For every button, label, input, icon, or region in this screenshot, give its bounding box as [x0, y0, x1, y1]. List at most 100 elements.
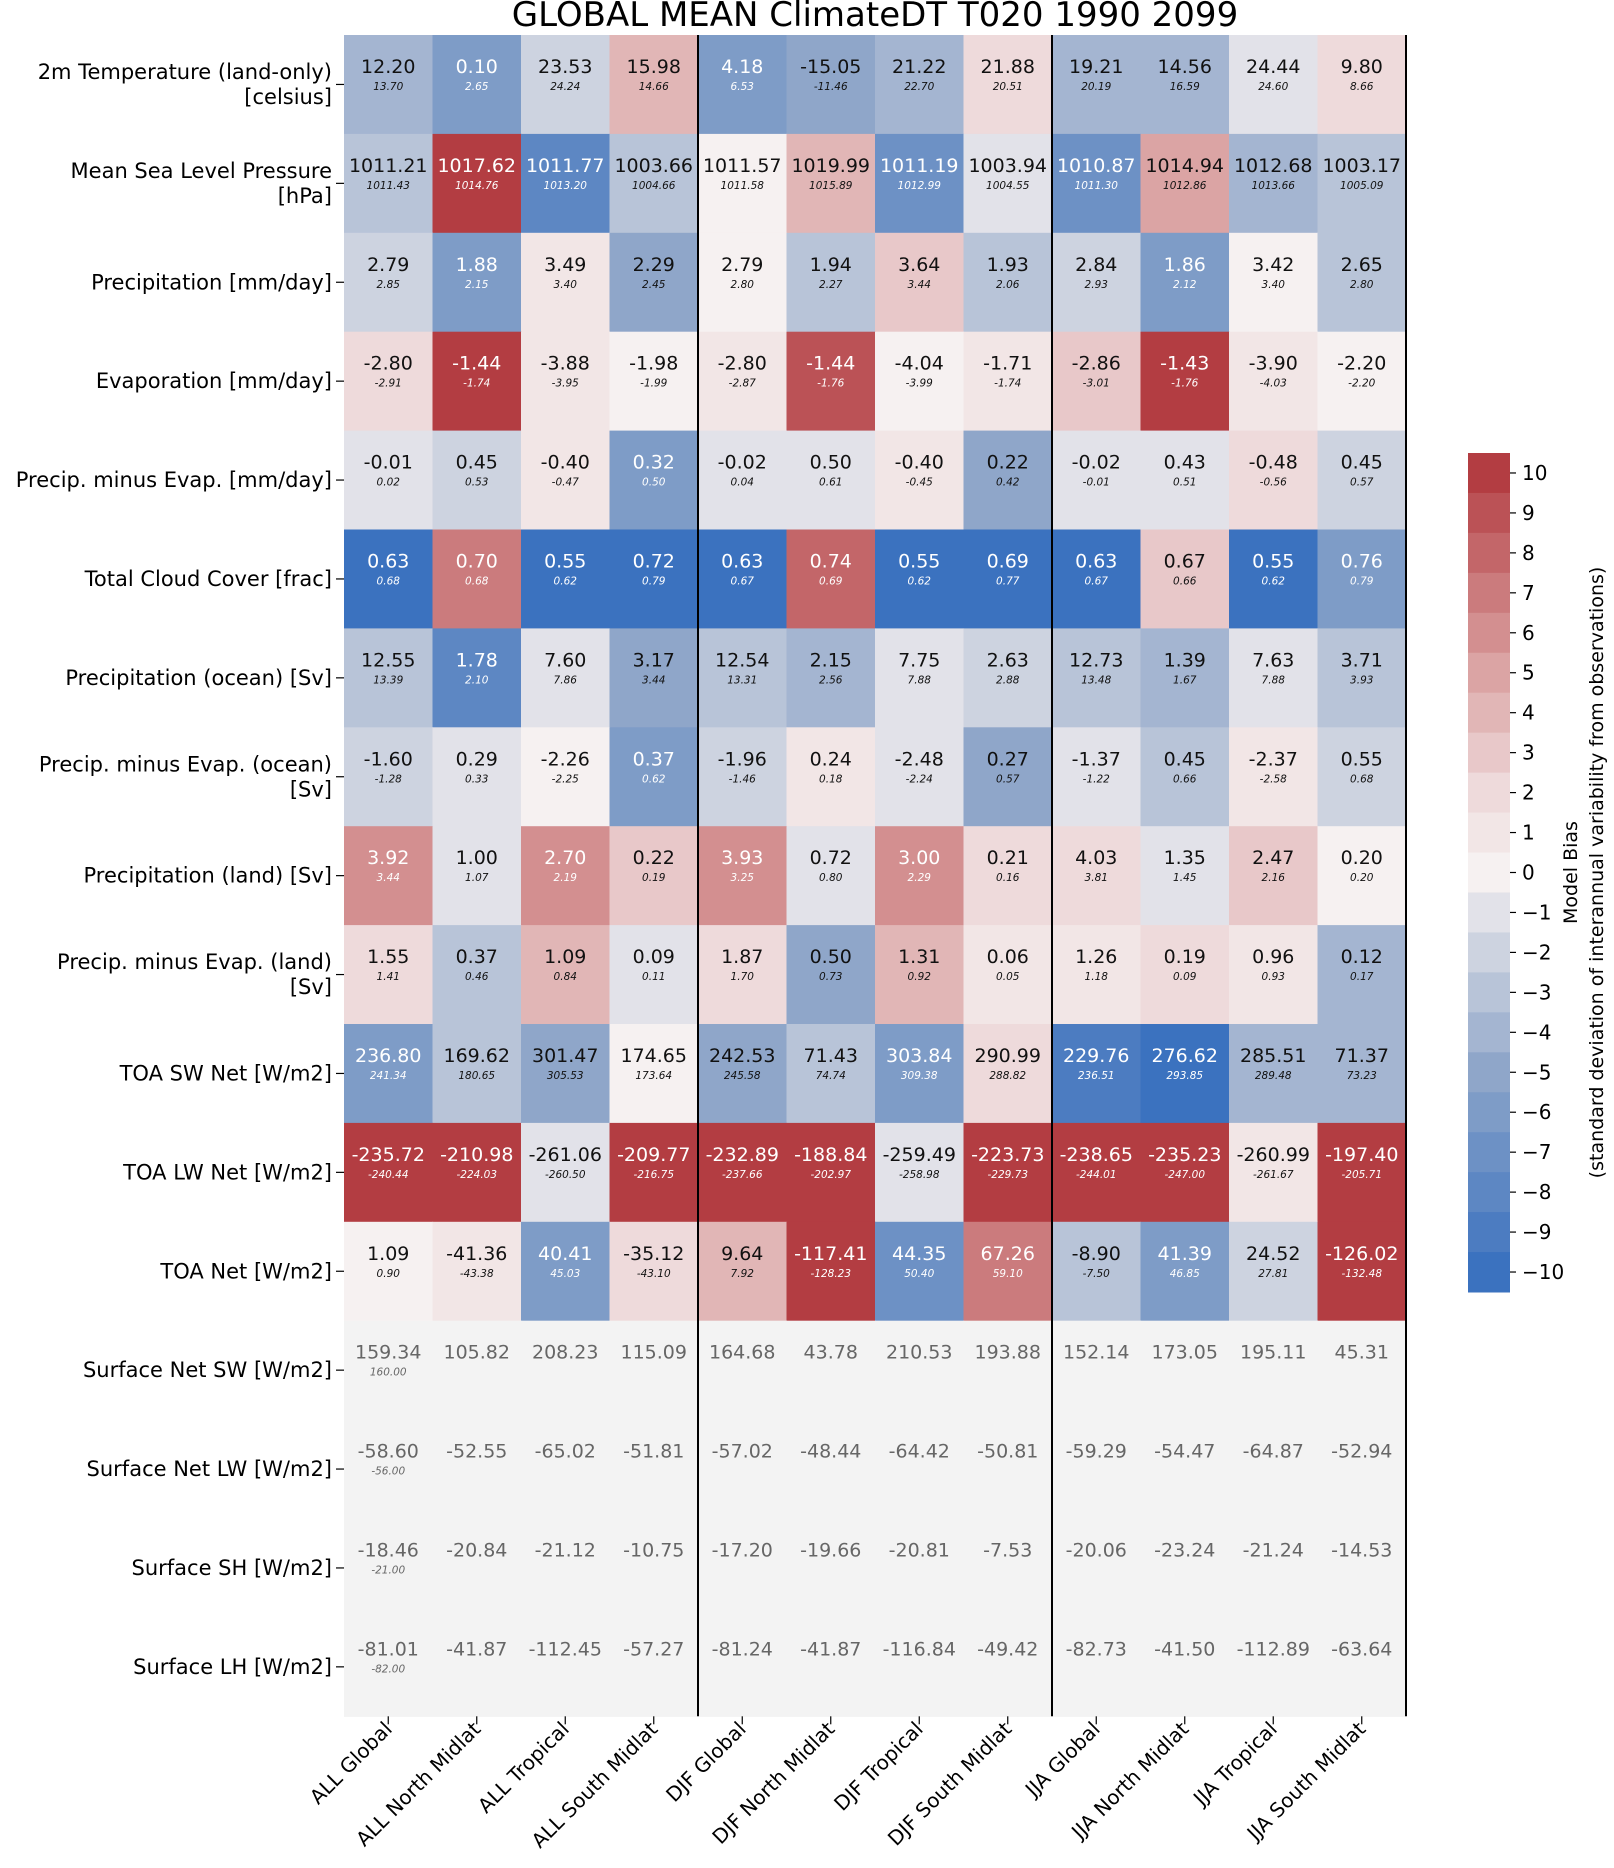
heatmap-cell [1140, 1617, 1230, 1717]
cell-value: -57.02 [712, 1441, 773, 1463]
cell-value: 0.63 [367, 551, 409, 573]
cell-obs-value: -0.47 [552, 477, 579, 489]
cell-value: -197.40 [1325, 1144, 1398, 1166]
cell-value: 0.50 [810, 452, 852, 474]
cell-obs-value: 13.39 [373, 674, 403, 686]
cell-value: 15.98 [627, 56, 681, 78]
cell-value: 1.86 [1164, 254, 1206, 276]
cell-obs-value: -128.23 [810, 1268, 851, 1280]
cell-value: 7.75 [898, 649, 940, 671]
heatmap-cell [344, 1617, 434, 1717]
heatmap-cell [1052, 1122, 1142, 1223]
heatmap-cell [609, 1221, 699, 1322]
cell-obs-value: -205.71 [1341, 1169, 1382, 1181]
colorbar-segment [1468, 652, 1510, 694]
colorbar-tick-label: 9 [1522, 501, 1535, 525]
cell-value: -15.05 [800, 56, 861, 78]
cell-obs-value: 2.16 [1262, 872, 1286, 884]
cell-obs-value: 2.45 [642, 279, 666, 291]
cell-value: 0.24 [810, 748, 852, 770]
cell-obs-value: -1.74 [463, 378, 490, 390]
heatmap-cell [786, 1221, 876, 1322]
cell-obs-value: -1.99 [640, 378, 667, 390]
cell-obs-value: -2.20 [1348, 378, 1375, 390]
cell-obs-value: -216.75 [633, 1169, 674, 1181]
cell-obs-value: 293.85 [1166, 1070, 1203, 1082]
cell-value: 2.84 [1075, 254, 1117, 276]
cell-obs-value: 3.40 [1262, 279, 1286, 291]
cell-obs-value: 0.11 [642, 971, 665, 983]
cell-obs-value: 0.18 [819, 773, 843, 785]
heatmap-cell [609, 1320, 699, 1421]
cell-value: 0.12 [1341, 946, 1383, 968]
heatmap-cell [963, 35, 1053, 135]
colorbar-tick-label: −8 [1522, 1180, 1551, 1204]
heatmap-cell [698, 1024, 788, 1124]
cell-value: 0.70 [456, 551, 498, 573]
heatmap-cell [875, 1617, 965, 1717]
heatmap-cell [786, 826, 876, 926]
cell-value: 3.49 [544, 254, 586, 276]
cell-value: 3.00 [898, 847, 940, 869]
heatmap-cell [1140, 232, 1230, 333]
cell-obs-value: -56.00 [371, 1466, 405, 1478]
heatmap-cell [1140, 1518, 1230, 1618]
cell-obs-value: -3.95 [552, 378, 579, 390]
cell-value: -1.43 [1160, 353, 1209, 375]
heatmap-cell [963, 331, 1053, 432]
cell-obs-value: 27.81 [1258, 1268, 1288, 1280]
heatmap-cell [344, 1320, 434, 1421]
cell-value: -112.45 [529, 1638, 602, 1660]
cell-value: 41.39 [1158, 1243, 1212, 1265]
cell-obs-value: 3.40 [554, 279, 578, 291]
cell-value: -23.24 [1154, 1540, 1215, 1562]
cell-obs-value: 0.62 [908, 576, 932, 588]
colorbar-tick-label: −3 [1522, 980, 1551, 1004]
colorbar-segment [1468, 932, 1510, 973]
cell-value: 1.78 [456, 649, 498, 671]
cell-value: 0.63 [721, 551, 763, 573]
colorbar-segment [1468, 532, 1510, 574]
cell-obs-value: 2.56 [819, 674, 843, 686]
cell-obs-value: -0.45 [906, 477, 933, 489]
heatmap-cell [521, 925, 611, 1025]
heatmap-cell [963, 133, 1053, 234]
cell-obs-value: 0.90 [377, 1268, 401, 1280]
heatmap-cell [521, 430, 611, 531]
cell-obs-value: 245.58 [724, 1070, 761, 1082]
colorbar-segment [1468, 492, 1510, 534]
cell-value: 1011.19 [880, 155, 959, 177]
cell-value: 1019.99 [791, 155, 870, 177]
cell-obs-value: 8.66 [1350, 81, 1374, 93]
heatmap-cell [698, 331, 788, 432]
heatmap-cell [344, 35, 434, 135]
heatmap-cell [1052, 925, 1142, 1025]
cell-value: -51.81 [623, 1441, 684, 1463]
cell-obs-value: 20.51 [993, 81, 1023, 93]
cell-obs-value: 1011.58 [721, 180, 765, 192]
cell-value: 1011.57 [703, 155, 782, 177]
heatmap-cell [1317, 430, 1407, 531]
heatmap-cell [1052, 430, 1142, 531]
cell-obs-value: -2.87 [729, 378, 756, 390]
colorbar-label: (standard deviation of interannual varia… [1586, 567, 1608, 1179]
heatmap-cell [1317, 826, 1407, 926]
heatmap-cell [1052, 1617, 1142, 1717]
cell-obs-value: 0.79 [642, 576, 666, 588]
heatmap-cell [432, 826, 522, 926]
cell-value: -20.81 [889, 1540, 950, 1562]
heatmap-cell [698, 628, 788, 728]
cell-obs-value: 7.88 [908, 674, 932, 686]
cell-obs-value: -2.58 [1260, 773, 1287, 785]
heatmap-cell [875, 1320, 965, 1421]
cell-obs-value: -21.00 [371, 1565, 405, 1577]
cell-value: 3.64 [898, 254, 940, 276]
colorbar-segment [1468, 692, 1510, 734]
cell-obs-value: 1005.09 [1340, 180, 1384, 192]
cell-obs-value: -229.73 [987, 1169, 1028, 1181]
heatmap-cell [786, 1518, 876, 1618]
cell-value: 0.45 [456, 452, 498, 474]
heatmap-cell [875, 331, 965, 432]
heatmap-cell [432, 628, 522, 728]
